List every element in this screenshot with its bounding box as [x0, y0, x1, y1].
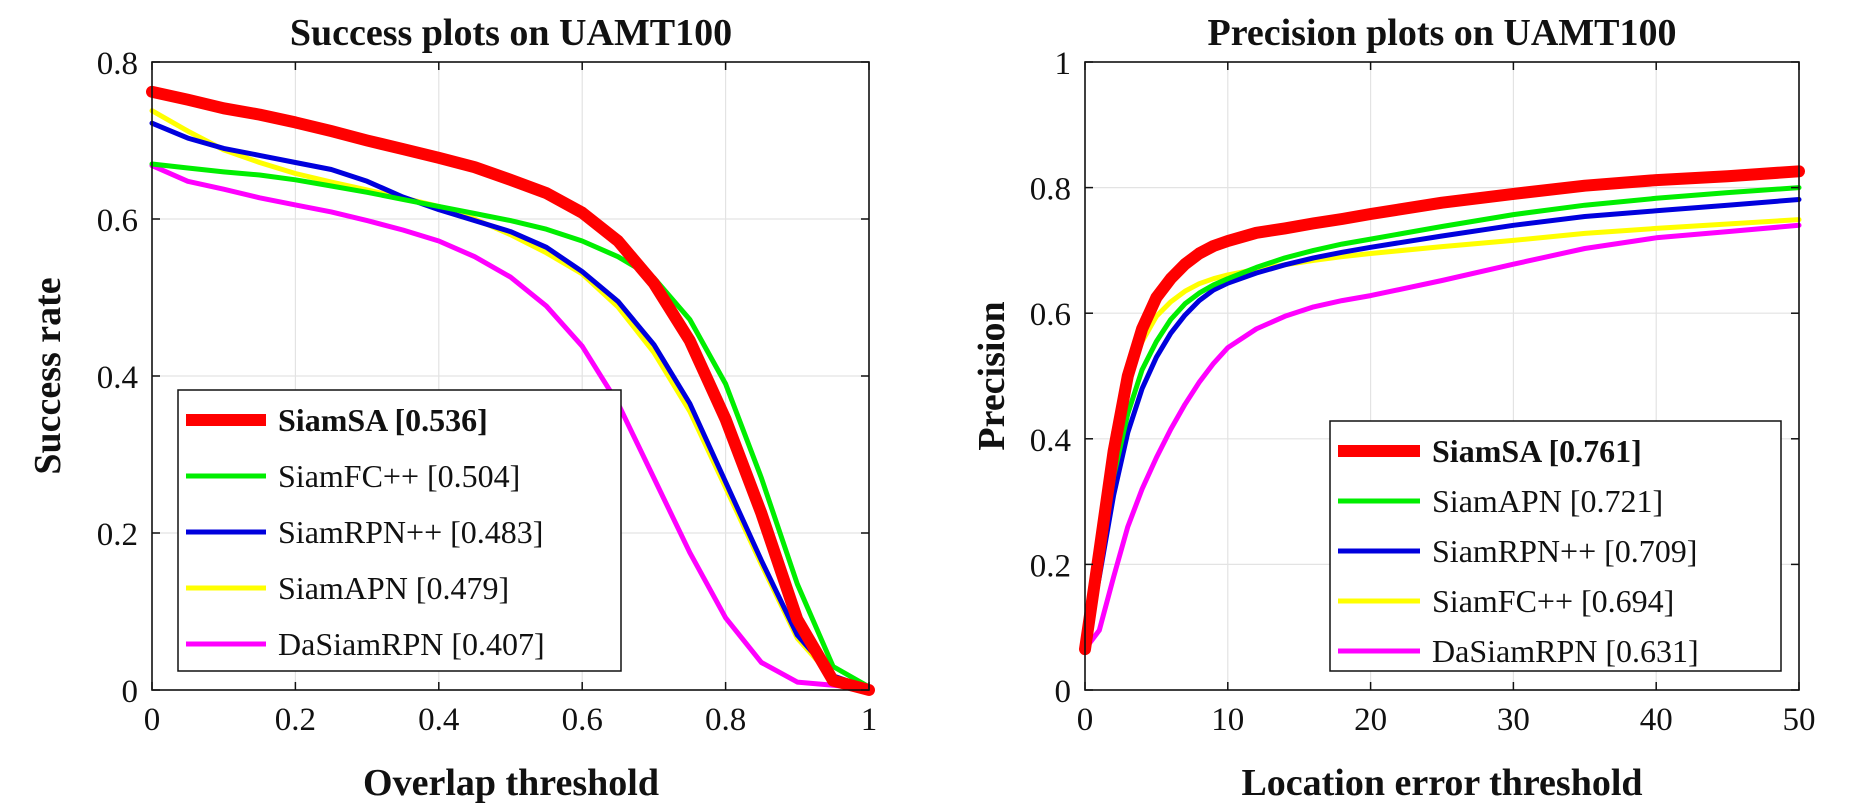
success-plot-legend: SiamSA [0.536] SiamFC++ [0.504] SiamRPN++ … [177, 389, 622, 672]
y-tick-label: 0.2 [1030, 548, 1071, 584]
legend-entry: SiamAPN [0.479] [278, 570, 509, 606]
series-line-dasiamrpn [1082, 222, 1802, 652]
series-line-siamrpn- [1082, 197, 1802, 652]
y-tick-label: 0.6 [97, 203, 138, 239]
legend-entry: SiamFC++ [0.694] [1432, 583, 1674, 619]
y-tick-label: 0.8 [97, 46, 138, 82]
success-plot-xlabel: Overlap threshold [363, 762, 659, 804]
precision-plot-title: Precision plots on UAMT100 [1207, 12, 1676, 54]
x-tick-label: 0.4 [418, 702, 459, 738]
series-line-siamapn [1082, 185, 1802, 652]
x-tick-label: 30 [1497, 702, 1530, 738]
success-plot-title: Success plots on UAMT100 [290, 12, 732, 54]
precision-plot-ylabel: Precision [971, 301, 1013, 450]
success-plot-ylabel: Success rate [27, 277, 69, 474]
x-tick-label: 50 [1783, 702, 1816, 738]
success-plot-series [146, 85, 875, 696]
y-tick-label: 1 [1055, 46, 1072, 82]
x-tick-label: 0.6 [562, 702, 603, 738]
precision-plot: Precision plots on UAMT100 Location erro… [971, 12, 1816, 804]
series-line-siamfc- [149, 161, 872, 690]
legend-entry: SiamAPN [0.721] [1432, 483, 1663, 519]
legend-entry: SiamRPN++ [0.709] [1432, 533, 1697, 569]
x-tick-label: 0 [1077, 702, 1094, 738]
x-tick-label: 1 [861, 702, 878, 738]
precision-plot-axes [1084, 61, 1800, 691]
series-line-siamsa [1079, 165, 1805, 656]
precision-plot-series [1079, 165, 1805, 656]
precision-plot-legend: SiamSA [0.761] SiamAPN [0.721] SiamRPN++ [… [1329, 420, 1782, 672]
y-tick-label: 0 [1055, 674, 1072, 710]
y-tick-label: 0 [122, 674, 139, 710]
success-plot: Success plots on UAMT100 Overlap thresho… [27, 12, 877, 804]
x-tick-label: 20 [1354, 702, 1387, 738]
x-tick-label: 0 [144, 702, 161, 738]
series-line-siamrpn- [149, 120, 872, 691]
y-tick-label: 0.6 [1030, 297, 1071, 333]
legend-entry: SiamRPN++ [0.483] [278, 514, 543, 550]
series-line-siamsa [146, 85, 875, 696]
series-line-dasiamrpn [149, 163, 872, 691]
x-tick-label: 10 [1211, 702, 1244, 738]
y-tick-label: 0.4 [1030, 423, 1071, 459]
y-tick-label: 0.2 [97, 517, 138, 553]
success-plot-ticks: 0 0.2 0.4 0.6 0.8 1 0 0.2 0.4 0.6 0.8 [97, 46, 878, 738]
y-tick-label: 0.4 [97, 360, 138, 396]
precision-plot-xlabel: Location error threshold [1241, 762, 1642, 804]
x-tick-label: 0.8 [705, 702, 746, 738]
precision-plot-ticks: 0 10 20 30 40 50 0 0.2 0.4 0.6 0.8 1 [1030, 46, 1816, 738]
legend-entry: SiamFC++ [0.504] [278, 458, 520, 494]
legend-entry: SiamSA [0.536] [278, 402, 488, 438]
legend-entry: DaSiamRPN [0.631] [1432, 633, 1699, 669]
legend-entry: DaSiamRPN [0.407] [278, 626, 545, 662]
legend-box [1329, 420, 1782, 672]
x-tick-label: 0.2 [275, 702, 316, 738]
y-tick-label: 0.8 [1030, 172, 1071, 208]
x-tick-label: 40 [1640, 702, 1673, 738]
legend-entry: SiamSA [0.761] [1432, 433, 1642, 469]
